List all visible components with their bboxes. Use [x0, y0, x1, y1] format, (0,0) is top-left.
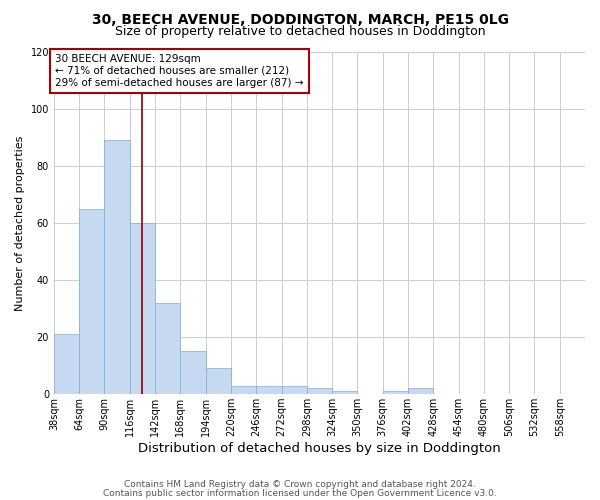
X-axis label: Distribution of detached houses by size in Doddington: Distribution of detached houses by size … — [138, 442, 501, 455]
Bar — [307, 388, 332, 394]
Text: Contains HM Land Registry data © Crown copyright and database right 2024.: Contains HM Land Registry data © Crown c… — [124, 480, 476, 489]
Bar — [54, 334, 79, 394]
Bar — [79, 208, 104, 394]
Bar — [181, 352, 206, 394]
Bar — [155, 303, 181, 394]
Bar — [383, 392, 408, 394]
Text: 30, BEECH AVENUE, DODDINGTON, MARCH, PE15 0LG: 30, BEECH AVENUE, DODDINGTON, MARCH, PE1… — [91, 12, 509, 26]
Bar — [231, 386, 256, 394]
Bar — [256, 386, 281, 394]
Bar — [332, 392, 358, 394]
Bar — [104, 140, 130, 394]
Bar — [206, 368, 231, 394]
Text: 30 BEECH AVENUE: 129sqm
← 71% of detached houses are smaller (212)
29% of semi-d: 30 BEECH AVENUE: 129sqm ← 71% of detache… — [55, 54, 304, 88]
Y-axis label: Number of detached properties: Number of detached properties — [15, 135, 25, 310]
Bar — [408, 388, 433, 394]
Text: Contains public sector information licensed under the Open Government Licence v3: Contains public sector information licen… — [103, 489, 497, 498]
Bar — [130, 223, 155, 394]
Text: Size of property relative to detached houses in Doddington: Size of property relative to detached ho… — [115, 25, 485, 38]
Bar — [281, 386, 307, 394]
